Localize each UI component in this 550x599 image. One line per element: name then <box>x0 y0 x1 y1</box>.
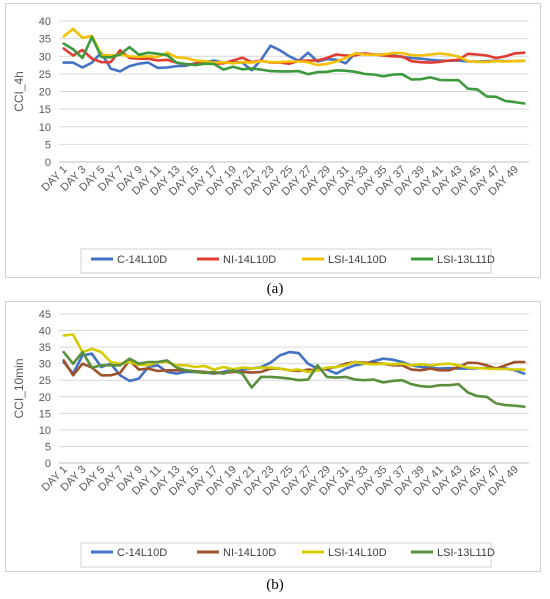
legend-label: LSI-14L10D <box>328 254 387 266</box>
y-tick-label: 40 <box>39 326 51 338</box>
y-tick-label: 25 <box>39 69 51 81</box>
caption-b: (b) <box>266 577 284 593</box>
y-axis-label: CCI_10min <box>12 358 26 418</box>
y-tick-label: 10 <box>39 425 51 437</box>
chart-panel-b: 0 5 10 15 20 25 30 35 40 45 CCI_10min DAY 1 DAY 3 DAY… <box>5 301 541 572</box>
y-tick-label: 35 <box>39 342 51 354</box>
series-line <box>62 350 526 383</box>
series-line <box>62 333 526 374</box>
y-tick-label: 30 <box>39 51 51 63</box>
legend-label: C-14L10D <box>117 254 167 266</box>
y-tick-label: 20 <box>39 392 51 404</box>
series-line <box>62 350 526 408</box>
series-line <box>62 35 526 105</box>
legend-box <box>80 542 492 568</box>
y-tick-label: 40 <box>39 16 51 28</box>
legend-label: NI-14L10D <box>223 254 276 266</box>
legend-box <box>80 248 492 274</box>
y-tick-label: 0 <box>45 157 51 169</box>
y-tick-label: 5 <box>45 441 51 453</box>
y-axis-label: CCI_4h <box>12 71 26 112</box>
y-tick-label: 0 <box>45 458 51 470</box>
legend-label: NI-14L10D <box>223 547 276 559</box>
legend-label: C-14L10D <box>117 547 167 559</box>
caption-a: (a) <box>266 281 284 297</box>
y-tick-label: 10 <box>39 122 51 134</box>
y-tick-label: 35 <box>39 34 51 46</box>
y-tick-label: 30 <box>39 359 51 371</box>
y-tick-label: 5 <box>45 139 51 151</box>
chart-panel-a: 0 5 10 15 20 25 30 35 40 CCI_4h DAY 1 DAY 3 DAY 5 DAY… <box>5 3 541 278</box>
legend-label: LSI-13L11D <box>437 254 495 266</box>
y-tick-label: 25 <box>39 375 51 387</box>
y-tick-label: 20 <box>39 87 51 99</box>
series-line <box>62 27 526 67</box>
y-tick-label: 45 <box>39 309 51 321</box>
legend-label: LSI-14L10D <box>328 547 387 559</box>
legend-label: LSI-13L11D <box>437 547 495 559</box>
y-tick-label: 15 <box>39 104 51 116</box>
y-tick-label: 15 <box>39 408 51 420</box>
